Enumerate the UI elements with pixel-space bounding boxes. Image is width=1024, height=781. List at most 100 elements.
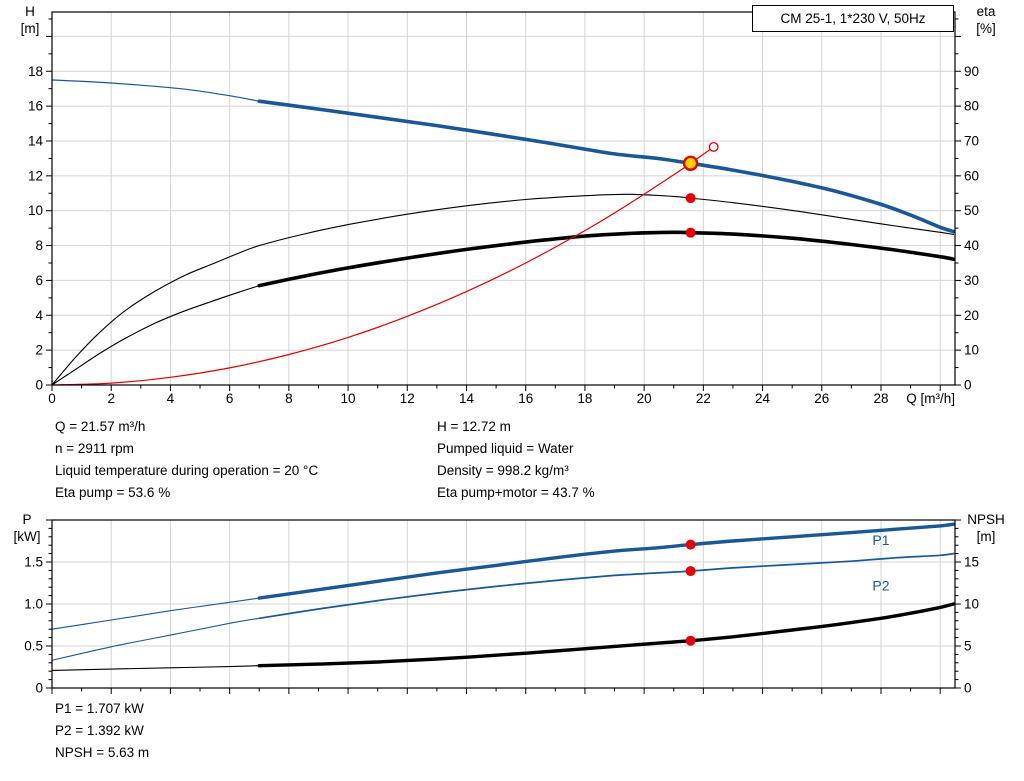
- pump-title: CM 25-1, 1*230 V, 50Hz: [780, 11, 926, 26]
- left-tick-label: 0: [35, 378, 43, 393]
- axis-ticks: [46, 519, 961, 694]
- right-tick-label: 80: [964, 99, 979, 114]
- npsh-curve-lead: [51, 665, 260, 671]
- right-tick-label: 10: [964, 597, 979, 612]
- speed-value: n = 2911 rpm: [55, 441, 134, 456]
- x-axis-unit-label: Q [m³/h]: [906, 391, 955, 406]
- pump-title-box: CM 25-1, 1*230 V, 50Hz: [752, 5, 954, 32]
- p2-value: P2 = 1.392 kW: [55, 723, 144, 738]
- x-tick-label: 2: [107, 391, 115, 406]
- right-tick-label: 20: [964, 308, 979, 323]
- x-tick-label: 20: [637, 391, 652, 406]
- operating-data-right-column: H = 12.72 m Pumped liquid = Water Densit…: [437, 416, 595, 504]
- x-tick-label: 16: [518, 391, 533, 406]
- left-tick-label: 10: [28, 203, 43, 218]
- p-axis-title-unit: [kW]: [13, 529, 41, 544]
- left-tick-label: 0: [35, 681, 43, 696]
- npsh-axis-title: NPSH [m]: [952, 511, 1020, 545]
- right-tick-label: 15: [964, 555, 979, 570]
- left-tick-label: 2: [35, 343, 43, 358]
- npsh-duty-dot: [685, 635, 696, 646]
- head-eta-chart: 0 2 4 6 8 10 12 14 16 18 20 22 24 26 28 Q [m³/h]0246810…: [28, 11, 979, 406]
- head-curve: [257, 99, 956, 234]
- eta-pump-motor-value: Eta pump+motor = 43.7 %: [437, 485, 595, 500]
- p2-curve: [258, 552, 955, 620]
- left-tick-label: 16: [28, 99, 43, 114]
- power-npsh-chart: 0 0.5 1.0 1.5 0 5 10 15 P1 P2: [24, 519, 979, 696]
- head-curve-lead: [51, 79, 260, 102]
- tick-labels: 0 0.5 1.0 1.5 0 5 10 15: [24, 555, 979, 696]
- right-tick-label: 0: [964, 681, 972, 696]
- eta-axis-title-symbol: eta: [976, 4, 996, 19]
- p1-curve: [257, 522, 956, 600]
- liquid-temperature-value: Liquid temperature during operation = 20…: [55, 463, 319, 478]
- x-tick-label: 24: [755, 391, 771, 406]
- x-tick-label: 28: [873, 391, 888, 406]
- p1-duty-dot: [685, 539, 696, 550]
- right-tick-label: 90: [964, 64, 979, 79]
- x-tick-label: 6: [226, 391, 234, 406]
- gridlines: [52, 12, 955, 385]
- p1-curve-label: P1: [872, 532, 889, 548]
- eta-pump-motor-curve: [257, 230, 956, 288]
- left-tick-label: 14: [28, 133, 44, 148]
- right-tick-label: 60: [964, 168, 979, 183]
- head-value: H = 12.72 m: [437, 419, 511, 434]
- p1-curve-lead: [51, 597, 260, 630]
- p-axis-title-symbol: P: [22, 512, 32, 527]
- h-axis-title-symbol: H: [25, 4, 35, 19]
- h-axis-title: H [m]: [8, 3, 52, 37]
- x-tick-label: 10: [341, 391, 356, 406]
- npsh-axis-title-symbol: NPSH: [967, 512, 1005, 527]
- p2-duty-dot: [685, 566, 696, 577]
- tick-labels: 0 2 4 6 8 10 12 14 16 18 20 22 24 26 28 Q [m³/h]0246810…: [28, 64, 979, 406]
- right-tick-label: 50: [964, 203, 979, 218]
- left-tick-label: 1.5: [24, 555, 43, 570]
- left-tick-label: 6: [35, 273, 43, 288]
- x-tick-label: 8: [285, 391, 293, 406]
- left-tick-label: 4: [35, 308, 43, 323]
- left-tick-label: 1.0: [24, 597, 43, 612]
- h-axis-title-unit: [m]: [20, 21, 40, 36]
- flow-value: Q = 21.57 m³/h: [55, 419, 146, 434]
- x-tick-label: 4: [167, 391, 175, 406]
- p1-value: P1 = 1.707 kW: [55, 701, 144, 716]
- right-tick-label: 0: [964, 378, 972, 393]
- p-axis-title: P [kW]: [4, 511, 50, 545]
- p2-curve-lead: [51, 617, 260, 661]
- left-tick-label: 12: [28, 168, 43, 183]
- x-tick-label: 26: [814, 391, 829, 406]
- npsh-value: NPSH = 5.63 m: [55, 745, 150, 760]
- density-value: Density = 998.2 kg/m³: [437, 463, 569, 478]
- npsh-curve: [257, 602, 956, 668]
- axis-ticks: [46, 18, 961, 391]
- left-tick-label: 0.5: [24, 639, 43, 654]
- right-tick-label: 5: [964, 639, 972, 654]
- eta-pump-value: Eta pump = 53.6 %: [55, 485, 171, 500]
- right-tick-label: 10: [964, 343, 979, 358]
- right-tick-label: 40: [964, 238, 979, 253]
- eta-pump-curve: [51, 193, 955, 386]
- right-tick-label: 70: [964, 133, 979, 148]
- x-tick-label: 0: [48, 391, 56, 406]
- operating-data-left-column: Q = 21.57 m³/h n = 2911 rpm Liquid tempe…: [55, 416, 318, 504]
- right-tick-label: 30: [964, 273, 979, 288]
- gridlines: [52, 520, 955, 688]
- eta-pump-motor-curve-lead: [51, 285, 260, 386]
- system-curve: [51, 146, 715, 386]
- plot-border: [51, 11, 956, 386]
- x-tick-label: 12: [400, 391, 415, 406]
- duty-point-marker: [682, 155, 699, 171]
- system-curve-end-circle: [708, 141, 719, 152]
- eta-axis-title: eta [%]: [958, 3, 1014, 37]
- x-tick-label: 18: [577, 391, 592, 406]
- p2-curve-label: P2: [872, 578, 889, 594]
- x-tick-label: 14: [459, 391, 475, 406]
- x-tick-label: 22: [696, 391, 711, 406]
- pumped-liquid-value: Pumped liquid = Water: [437, 441, 574, 456]
- eta-pump-motor-duty-dot: [685, 227, 696, 238]
- left-tick-label: 8: [35, 238, 43, 253]
- eta-axis-title-unit: [%]: [976, 21, 996, 36]
